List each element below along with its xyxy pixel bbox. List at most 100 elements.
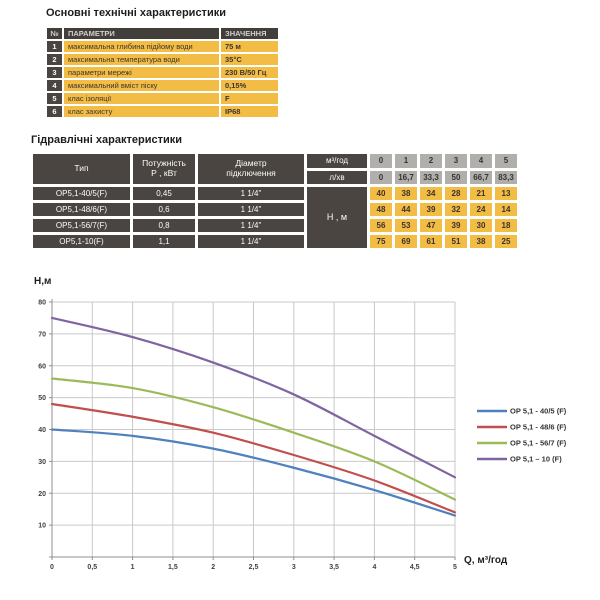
x-tick-label: 1,5	[168, 564, 178, 571]
pump-type: ОР5,1-48/6(F)	[33, 203, 130, 216]
head-value: 61	[420, 235, 442, 248]
head-value: 18	[495, 219, 517, 232]
tech-table-header-row: № ПАРАМЕТРИ ЗНАЧЕННЯ	[47, 28, 278, 39]
series-curve	[50, 402, 457, 514]
param-value: IP68	[221, 106, 278, 117]
head-value: 40	[370, 187, 392, 200]
head-value: 75	[370, 235, 392, 248]
legend-label: ОР 5,1 - 56/7 (F)	[510, 439, 567, 448]
table-row: 4 максимальний вміст піску 0,15%	[47, 80, 278, 91]
head-value: 30	[470, 219, 492, 232]
col-header-power: Потужність Р , кВт	[133, 154, 195, 184]
flow-value: 5	[495, 154, 517, 168]
flow-unit-m3h: м³/год	[307, 154, 367, 168]
param-name: максимальний вміст піску	[64, 80, 219, 91]
y-tick-label: 20	[38, 491, 46, 498]
head-value: 21	[470, 187, 492, 200]
y-tick-label: 70	[38, 331, 46, 338]
hydraulic-header-row-1: Тип Потужність Р , кВт Діаметр підключен…	[33, 154, 517, 184]
param-value: 35°С	[221, 54, 278, 65]
y-axis-title: Н,м	[34, 276, 51, 287]
pump-power: 0,8	[133, 219, 195, 232]
param-name: клас захисту	[64, 106, 219, 117]
pump-diameter: 1 1/4"	[198, 219, 304, 232]
flow-value: 83,3	[495, 170, 517, 184]
tech-header-num: №	[47, 28, 62, 39]
flow-value: 33,3	[420, 170, 442, 184]
row-number: 2	[47, 54, 62, 65]
pump-diameter: 1 1/4"	[198, 203, 304, 216]
head-value: 34	[420, 187, 442, 200]
pump-type: ОР5,1-10(F)	[33, 235, 130, 248]
head-value: 53	[395, 219, 417, 232]
param-value: 0,15%	[221, 80, 278, 91]
param-name: максимальна глибина підйому води	[64, 41, 219, 52]
param-value: 75 м	[221, 41, 278, 52]
flow-value: 16,7	[395, 170, 417, 184]
y-tick-label: 80	[38, 300, 46, 307]
flow-value: 0	[370, 154, 392, 168]
series-curve	[50, 428, 457, 517]
pump-power: 0,6	[133, 203, 195, 216]
param-name: параметри мережі	[64, 67, 219, 78]
x-tick-label: 2	[211, 564, 215, 571]
head-value: 48	[370, 203, 392, 216]
head-value: 13	[495, 187, 517, 200]
y-tick-label: 40	[38, 427, 46, 434]
power-header-line2: Р , кВт	[151, 168, 177, 178]
diameter-header-line2: підключення	[226, 168, 276, 178]
flow-value: 2	[420, 154, 442, 168]
head-value: 39	[420, 203, 442, 216]
head-value: 28	[445, 187, 467, 200]
pump-type: ОР5,1-56/7(F)	[33, 219, 130, 232]
x-tick-label: 2,5	[249, 564, 259, 571]
row-number: 3	[47, 67, 62, 78]
pump-power: 1,1	[133, 235, 195, 248]
param-value: 230 В/50 Гц	[221, 67, 278, 78]
diameter-header-line1: Діаметр	[235, 158, 267, 169]
x-tick-label: 3,5	[329, 564, 339, 571]
head-unit-label: Н , м	[307, 187, 367, 248]
legend-label: ОР 5,1 - 48/6 (F)	[510, 423, 567, 432]
param-value: F	[221, 93, 278, 104]
head-value: 47	[420, 219, 442, 232]
series-curve	[50, 377, 457, 501]
pump-model-row: ОР5,1-40/5(F) 0,45 1 1/4" Н , м 40 38 34…	[33, 187, 517, 248]
tech-specs-table: № ПАРАМЕТРИ ЗНАЧЕННЯ 1 максимальна глиби…	[45, 26, 280, 119]
hydraulic-table: Тип Потужність Р , кВт Діаметр підключен…	[30, 151, 520, 251]
y-tick-label: 10	[38, 523, 46, 530]
head-value: 69	[395, 235, 417, 248]
head-value: 51	[445, 235, 467, 248]
head-value: 32	[445, 203, 467, 216]
head-value: 38	[470, 235, 492, 248]
row-number: 5	[47, 93, 62, 104]
power-header-line1: Потужність	[142, 158, 186, 169]
pump-model-row: ОР5,1-10(F) 1,1 1 1/4" 75 69 61 51 38 25	[33, 235, 517, 248]
pump-power: 0,45	[133, 187, 195, 200]
table-row: 6 клас захисту IP68	[47, 106, 278, 117]
x-tick-label: 1	[131, 564, 135, 571]
head-value: 56	[370, 219, 392, 232]
pump-model-row: ОР5,1-48/6(F) 0,6 1 1/4" 48 44 39 32 24 …	[33, 203, 517, 216]
head-value: 39	[445, 219, 467, 232]
flow-value: 66,7	[470, 170, 492, 184]
param-name: максимальна температура води	[64, 54, 219, 65]
x-tick-label: 5	[453, 564, 457, 571]
pump-curves-chart: 0 0,5 1 1,5 2 2,5 3 3,5 4 4,5 5 10 20 30 40 50 60 70 80 ОР …	[0, 268, 600, 600]
y-tick-label: 50	[38, 395, 46, 402]
chart-svg: 0 0,5 1 1,5 2 2,5 3 3,5 4 4,5 5 10 20 30 40 50 60 70 80 ОР …	[34, 276, 567, 571]
flow-value: 0	[370, 170, 392, 184]
x-tick-label: 0	[50, 564, 54, 571]
row-number: 6	[47, 106, 62, 117]
head-value: 14	[495, 203, 517, 216]
hydraulic-section-title: Гідравлічні характеристики	[31, 134, 183, 146]
series-curve	[50, 316, 457, 479]
table-row: 5 клас ізоляції F	[47, 93, 278, 104]
row-number: 4	[47, 80, 62, 91]
x-tick-label: 0,5	[87, 564, 97, 571]
col-header-type: Тип	[33, 154, 130, 184]
head-value: 25	[495, 235, 517, 248]
y-tick-label: 30	[38, 459, 46, 466]
x-tick-label: 3	[292, 564, 296, 571]
